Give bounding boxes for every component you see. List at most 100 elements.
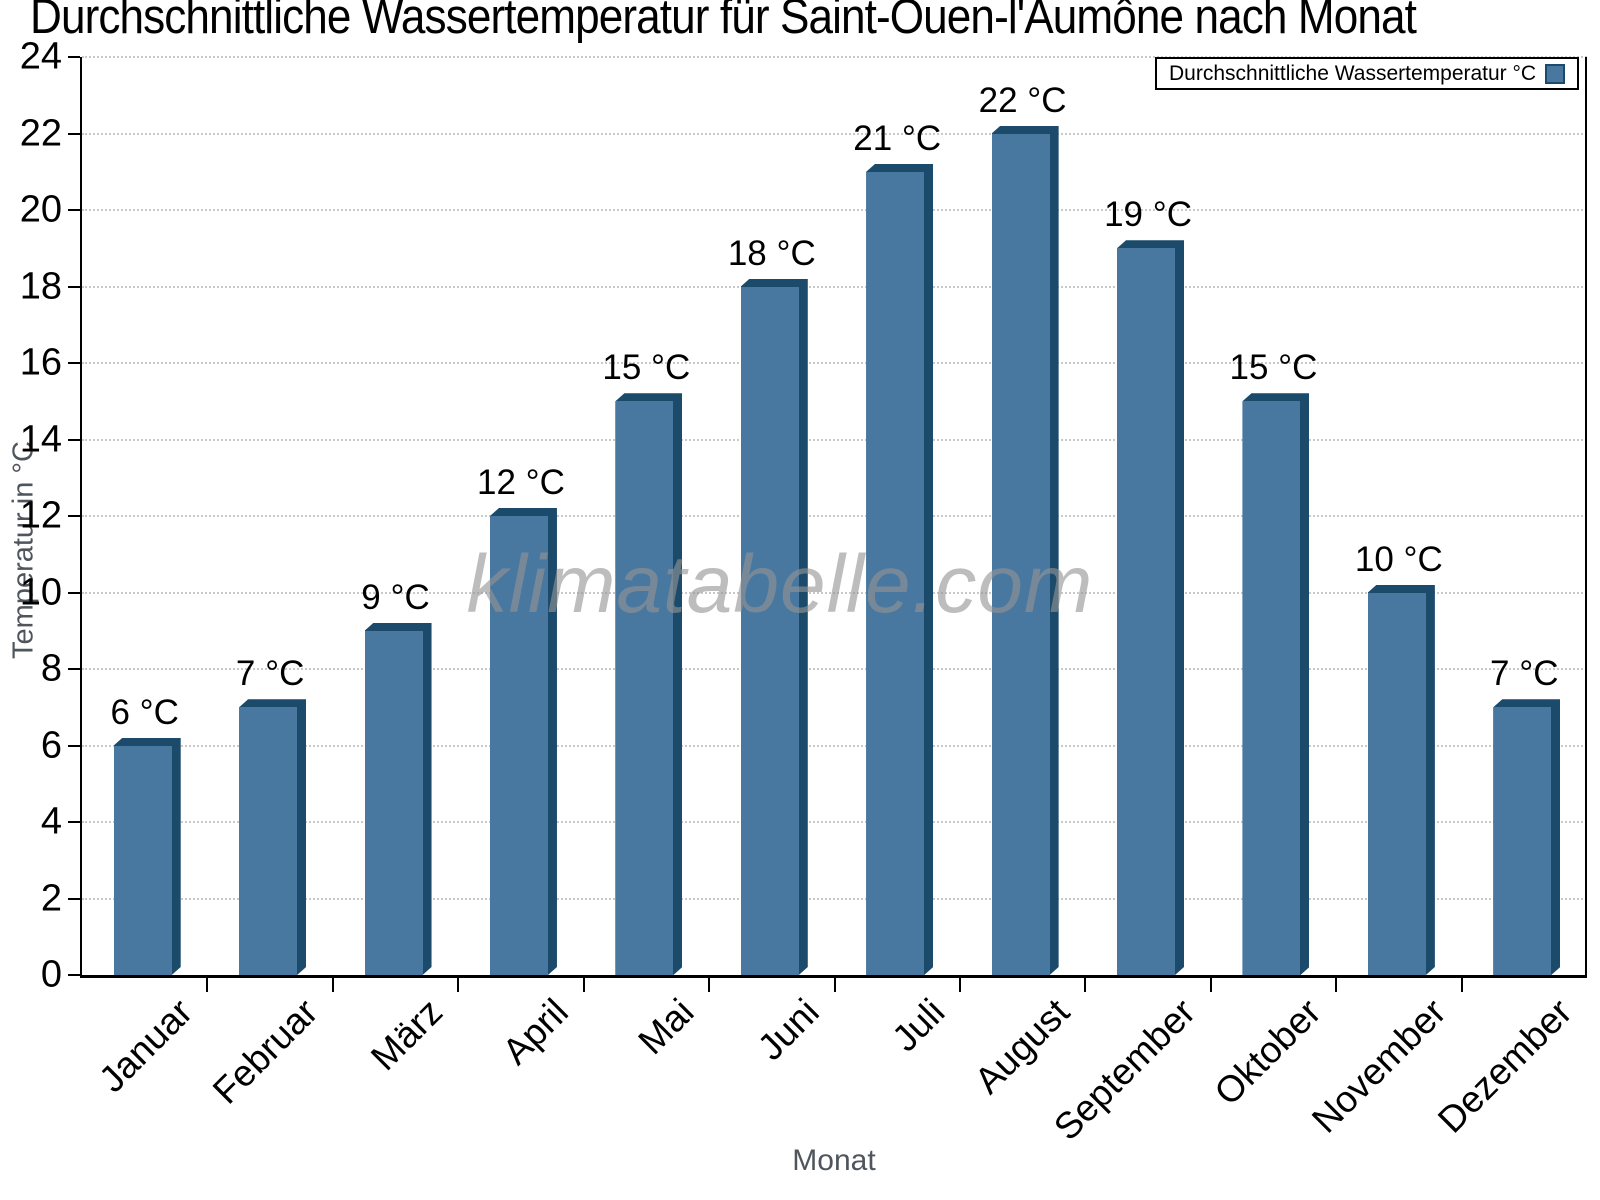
y-tick-mark bbox=[68, 668, 80, 670]
bar-face bbox=[1117, 248, 1175, 975]
bar-september bbox=[1117, 240, 1184, 975]
x-tick-label-april: April bbox=[494, 991, 576, 1073]
y-tick-label: 2 bbox=[40, 877, 62, 919]
bar-april bbox=[490, 508, 557, 975]
bar-value-label: 22 °C bbox=[978, 80, 1067, 120]
bar-value-label: 15 °C bbox=[1229, 348, 1318, 388]
gridline bbox=[82, 362, 1587, 364]
x-tick-label-mai: Mai bbox=[630, 991, 702, 1063]
bar-januar bbox=[114, 738, 181, 976]
bar-face bbox=[866, 172, 924, 975]
y-tick-mark bbox=[68, 285, 80, 288]
y-tick-label: 10 bbox=[19, 571, 62, 613]
gridline bbox=[82, 56, 1587, 58]
y-tick-label: 4 bbox=[40, 800, 62, 843]
x-tick-label-august: August bbox=[967, 991, 1078, 1102]
y-tick-mark bbox=[68, 515, 80, 517]
x-tick-mark bbox=[1084, 978, 1087, 992]
gridline bbox=[82, 515, 1587, 517]
bar-november bbox=[1368, 585, 1435, 976]
y-tick-label: 22 bbox=[19, 112, 62, 154]
x-tick-mark bbox=[206, 978, 209, 992]
y-tick-mark bbox=[68, 56, 80, 58]
bar-august bbox=[992, 126, 1059, 976]
gridline bbox=[82, 668, 1587, 670]
gridline bbox=[82, 591, 1587, 594]
bar-face bbox=[239, 707, 297, 975]
bar-face bbox=[741, 287, 799, 976]
y-tick-label: 0 bbox=[40, 953, 62, 996]
bar-value-label: 10 °C bbox=[1354, 539, 1443, 579]
x-tick-mark bbox=[457, 978, 460, 992]
y-tick-label: 12 bbox=[19, 494, 62, 537]
y-tick-mark bbox=[68, 438, 80, 441]
bar-face bbox=[992, 134, 1050, 976]
bar-face bbox=[615, 401, 673, 975]
y-tick-label: 18 bbox=[19, 265, 62, 307]
bar-februar bbox=[239, 699, 306, 975]
bar-face bbox=[365, 631, 423, 975]
x-tick-mark bbox=[1460, 978, 1463, 992]
gridline bbox=[82, 821, 1587, 823]
x-tick-label-juli: Juli bbox=[883, 991, 953, 1060]
y-tick-label: 14 bbox=[19, 418, 62, 460]
x-tick-mark bbox=[833, 978, 836, 992]
x-tick-mark bbox=[331, 978, 334, 992]
bar-face bbox=[1493, 707, 1551, 975]
y-tick-mark bbox=[68, 897, 80, 900]
bar-value-label: 7 °C bbox=[235, 654, 305, 694]
gridline bbox=[82, 285, 1587, 288]
y-tick-mark bbox=[68, 209, 80, 211]
bar-face bbox=[490, 516, 548, 975]
bar-oktober bbox=[1242, 393, 1309, 975]
x-tick-label-januar: Januar bbox=[90, 991, 200, 1100]
bar-märz bbox=[365, 623, 432, 975]
bar-value-label: 18 °C bbox=[727, 233, 816, 273]
x-tick-label-märz: März bbox=[363, 991, 451, 1079]
bar-juni bbox=[741, 279, 808, 976]
x-tick-mark bbox=[958, 978, 961, 992]
x-tick-label-februar: Februar bbox=[204, 991, 326, 1112]
bar-value-label: 15 °C bbox=[602, 348, 691, 388]
y-tick-label: 6 bbox=[40, 724, 62, 766]
legend-label: Durchschnittliche Wassertemperatur °C bbox=[1169, 61, 1537, 85]
gridline bbox=[82, 744, 1587, 747]
bar-face bbox=[114, 746, 172, 976]
x-tick-label-november: November bbox=[1304, 991, 1454, 1141]
x-axis-line bbox=[80, 975, 1587, 978]
bar-face bbox=[1368, 593, 1426, 976]
plot-area: 6 °C 7 °C 9 °C 12 °C 15 °C 18 °C 21 °C 22 °C 19 … bbox=[20, 36, 1587, 1148]
bar-dezember bbox=[1493, 699, 1560, 975]
bar-juli bbox=[866, 164, 933, 975]
y-axis-title: Temperatur in °C bbox=[7, 441, 40, 659]
x-tick-label-dezember: Dezember bbox=[1429, 991, 1580, 1141]
watermark: klimatabelle.com bbox=[466, 539, 1094, 630]
legend-swatch-icon bbox=[1545, 63, 1565, 84]
x-axis-title: Monat bbox=[792, 1144, 876, 1177]
gridline bbox=[82, 897, 1587, 900]
x-tick-label-oktober: Oktober bbox=[1206, 991, 1329, 1114]
right-border-line bbox=[1585, 57, 1587, 975]
legend: Durchschnittliche Wassertemperatur °C bbox=[1155, 57, 1579, 90]
bar-value-label: 12 °C bbox=[476, 463, 565, 502]
bar-value-label: 9 °C bbox=[361, 577, 430, 617]
bar-face bbox=[1242, 401, 1300, 975]
gridline bbox=[82, 132, 1587, 135]
y-tick-label: 16 bbox=[19, 341, 62, 384]
chart-title: Durchschnittliche Wassertemperatur für S… bbox=[30, 0, 1417, 44]
y-tick-mark bbox=[68, 821, 80, 823]
x-tick-mark bbox=[708, 978, 711, 992]
x-tick-mark bbox=[1209, 978, 1212, 992]
x-tick-mark bbox=[582, 978, 585, 992]
x-tick-label-juni: Juni bbox=[749, 991, 827, 1068]
y-tick-mark bbox=[68, 362, 80, 364]
y-tick-mark bbox=[68, 974, 80, 976]
y-tick-label: 24 bbox=[19, 35, 62, 78]
y-tick-mark bbox=[68, 591, 80, 594]
bar-mai bbox=[615, 393, 682, 975]
y-tick-label: 20 bbox=[19, 188, 62, 231]
bar-value-label: 6 °C bbox=[110, 692, 179, 732]
x-tick-mark bbox=[1335, 978, 1338, 992]
y-axis-line bbox=[80, 57, 82, 975]
gridline bbox=[82, 438, 1587, 441]
